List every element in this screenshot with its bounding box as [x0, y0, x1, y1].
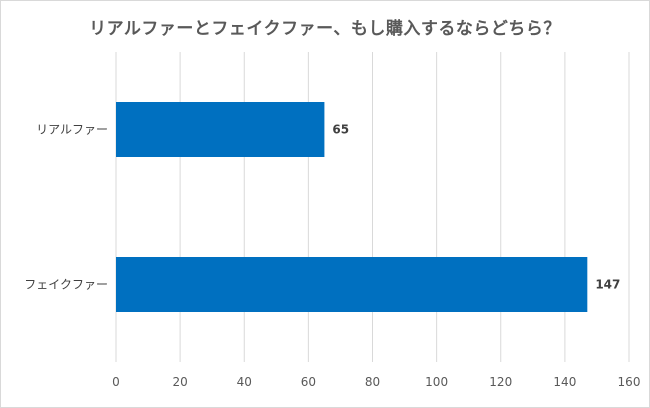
x-tick-label-2: 40 — [237, 375, 252, 389]
bar-1 — [116, 257, 588, 312]
x-tick-label-3: 60 — [301, 375, 316, 389]
x-tick-label-8: 160 — [618, 375, 641, 389]
x-tick-label-6: 120 — [489, 375, 512, 389]
x-tick-label-0: 0 — [112, 375, 120, 389]
category-label-1: フェイクファー — [24, 278, 108, 292]
bars — [116, 102, 588, 312]
x-tick-label-4: 80 — [365, 375, 380, 389]
data-label-0: 65 — [332, 123, 349, 137]
x-tick-label-1: 20 — [172, 375, 187, 389]
bar-0 — [116, 102, 325, 157]
chart-title: リアルファーとフェイクファー、もし購入するならどちら？ — [89, 19, 561, 39]
x-tick-label-7: 140 — [553, 375, 576, 389]
category-label-0: リアルファー — [36, 123, 108, 137]
gridlines — [115, 52, 630, 362]
labels: 0 20 40 60 80 100 120 140 160 リアルファー 65 フェイクファー 147 — [24, 123, 640, 390]
data-label-1: 147 — [595, 278, 620, 292]
x-tick-label-5: 100 — [425, 375, 448, 389]
